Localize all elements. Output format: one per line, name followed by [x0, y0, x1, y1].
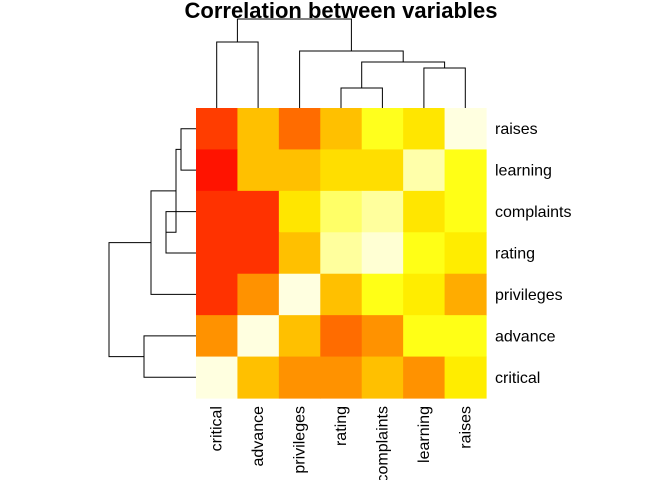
- heatmap-cell-complaints-critical: [196, 190, 239, 233]
- heatmap-cell-rating-privileges: [278, 232, 321, 275]
- heatmap-cell-critical-advance: [237, 356, 280, 399]
- row-dendrogram-branch-0: [180, 128, 196, 171]
- column-dendrogram-branch-1: [423, 67, 466, 108]
- heatmap-cell-advance-privileges: [278, 315, 321, 358]
- heatmap-cell-learning-rating: [320, 149, 363, 192]
- heatmap-cells: [196, 108, 487, 399]
- column-label-raises: raises: [457, 406, 474, 449]
- heatmap-cell-raises-raises: [444, 108, 487, 151]
- heatmap-cell-critical-raises: [444, 356, 487, 399]
- heatmap-cell-raises-rating: [320, 108, 363, 151]
- row-dendrogram: [108, 128, 196, 378]
- row-dendrogram-branch-3: [150, 190, 196, 295]
- heatmap-cell-advance-rating: [320, 315, 363, 358]
- column-dendrogram-branch-2: [361, 61, 446, 88]
- row-label-privileges: privileges: [495, 287, 563, 304]
- heatmap-cell-raises-critical: [196, 108, 239, 151]
- column-label-advance: advance: [250, 406, 267, 467]
- heatmap-cell-learning-complaints: [361, 149, 404, 192]
- heatmap-cell-privileges-privileges: [278, 273, 321, 316]
- row-label-learning: learning: [495, 163, 552, 180]
- column-dendrogram-branch-0: [340, 87, 383, 108]
- heatmap-cell-critical-privileges: [278, 356, 321, 399]
- heatmap-cell-privileges-complaints: [361, 273, 404, 316]
- heatmap-cell-critical-rating: [320, 356, 363, 399]
- row-labels: raises learning complaints rating privileges…: [495, 121, 571, 387]
- column-dendrogram: [216, 18, 466, 108]
- heatmap-cell-complaints-learning: [403, 190, 446, 233]
- row-label-raises: raises: [495, 121, 538, 138]
- heatmap-cell-learning-critical: [196, 149, 239, 192]
- heatmap-cell-complaints-raises: [444, 190, 487, 233]
- row-dendrogram-branch-4: [143, 335, 196, 378]
- column-dendrogram-branch-4: [216, 41, 259, 108]
- row-label-complaints: complaints: [495, 204, 571, 221]
- heatmap-cell-raises-advance: [237, 108, 280, 151]
- heatmap-cell-rating-rating: [320, 232, 363, 275]
- heatmap-cell-privileges-learning: [403, 273, 446, 316]
- chart-title: Correlation between variables: [185, 0, 498, 23]
- heatmap-cell-critical-critical: [196, 356, 239, 399]
- heatmap-cell-complaints-rating: [320, 190, 363, 233]
- heatmap-cell-critical-complaints: [361, 356, 404, 399]
- heatmap-cell-rating-learning: [403, 232, 446, 275]
- heatmap-cell-advance-critical: [196, 315, 239, 358]
- column-label-rating: rating: [333, 406, 350, 446]
- heatmap-cell-learning-advance: [237, 149, 280, 192]
- heatmap-cell-privileges-advance: [237, 273, 280, 316]
- heatmap-cell-rating-critical: [196, 232, 239, 275]
- row-label-rating: rating: [495, 246, 535, 263]
- row-dendrogram-branch-5: [108, 242, 151, 358]
- heatmap-cell-rating-complaints: [361, 232, 404, 275]
- heatmap-cell-privileges-rating: [320, 273, 363, 316]
- heatmap-cell-advance-advance: [237, 315, 280, 358]
- column-dendrogram-branch-5: [236, 18, 352, 51]
- heatmap-cell-advance-learning: [403, 315, 446, 358]
- heatmap-cell-advance-raises: [444, 315, 487, 358]
- heatmap-cell-privileges-critical: [196, 273, 239, 316]
- column-label-learning: learning: [416, 406, 433, 463]
- heatmap-cell-complaints-complaints: [361, 190, 404, 233]
- heatmap-cell-complaints-advance: [237, 190, 280, 233]
- heatmap-cell-learning-learning: [403, 149, 446, 192]
- heatmap-cell-privileges-raises: [444, 273, 487, 316]
- column-dendrogram-branch-3: [299, 50, 404, 108]
- heatmap-cell-complaints-privileges: [278, 190, 321, 233]
- heatmap-cell-raises-privileges: [278, 108, 321, 151]
- column-label-privileges: privileges: [292, 406, 309, 474]
- column-labels: critical advance privileges rating complaint…: [209, 406, 475, 480]
- heatmap-cell-learning-raises: [444, 149, 487, 192]
- heatmap-cell-advance-complaints: [361, 315, 404, 358]
- heatmap-cell-critical-learning: [403, 356, 446, 399]
- heatmap-cell-raises-learning: [403, 108, 446, 151]
- heatmap-cell-rating-raises: [444, 232, 487, 275]
- heatmap-cell-learning-privileges: [278, 149, 321, 192]
- row-label-advance: advance: [495, 328, 556, 345]
- column-label-complaints: complaints: [374, 406, 391, 480]
- column-label-critical: critical: [209, 406, 226, 451]
- heatmap-cell-rating-advance: [237, 232, 280, 275]
- row-label-critical: critical: [495, 370, 540, 387]
- heatmap-cell-raises-complaints: [361, 108, 404, 151]
